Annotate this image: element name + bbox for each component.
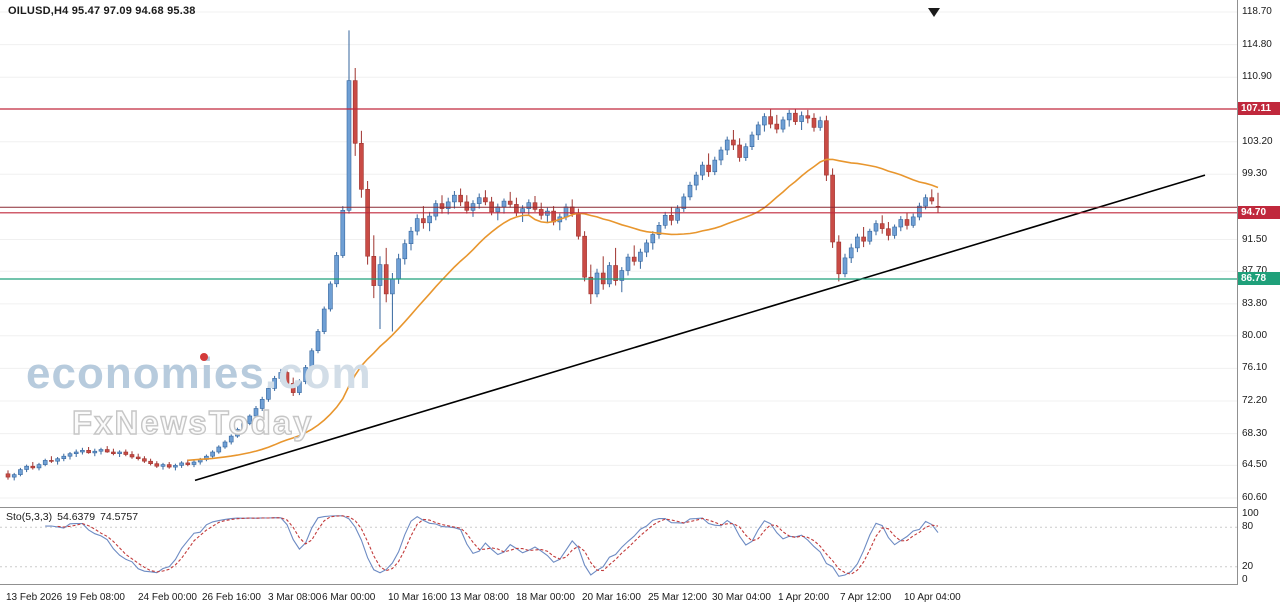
price-level-badge: 107.11 [1238, 101, 1280, 115]
ma-line [187, 158, 939, 462]
price-level-badge: 94.70 [1238, 205, 1280, 219]
time-tick-label: 24 Feb 00:00 [138, 592, 197, 603]
stochastic-scale-label: 100 [1242, 508, 1259, 519]
watermark-brand-line: economies.com [26, 352, 372, 396]
stochastic-scale-label: 20 [1242, 560, 1254, 572]
time-tick-label: 10 Apr 04:00 [904, 592, 961, 603]
price-tick-label: 64.50 [1242, 459, 1268, 471]
stochastic-canvas[interactable] [0, 508, 1237, 586]
time-tick-label: 13 Feb 2026 [6, 592, 63, 603]
time-tick-label: 10 Mar 16:00 [388, 592, 447, 603]
price-tick-label: 80.00 [1242, 329, 1268, 341]
price-tick-label: 68.30 [1242, 427, 1268, 439]
chart-shift-marker-icon[interactable] [928, 8, 940, 17]
watermark-red-dot-icon [200, 353, 208, 361]
watermark-subbrand-text: FxNewsToday [71, 404, 314, 441]
price-tick-label: 110.90 [1242, 71, 1272, 83]
time-tick-label: 7 Apr 12:00 [840, 592, 892, 603]
price-gridlines [0, 11, 1237, 499]
time-tick-label: 25 Mar 12:00 [648, 592, 707, 603]
symbol-ohlc-label: OILUSD,H4 95.47 97.09 94.68 95.38 [8, 5, 196, 17]
time-tick-label: 13 Mar 08:00 [450, 592, 509, 603]
watermark-domain-text: .com [264, 349, 372, 398]
time-tick-label: 26 Feb 16:00 [202, 592, 261, 603]
stochastic-panel[interactable]: Sto(5,3,3) 54.6379 74.5757 [0, 507, 1237, 585]
stochastic-signal-line [57, 515, 939, 575]
price-level-badge: 86.78 [1238, 272, 1280, 285]
price-tick-label: 87.70 [1242, 265, 1268, 277]
time-tick-label: 30 Mar 04:00 [712, 592, 771, 603]
trend-line [194, 174, 1206, 482]
price-tick-label: 72.20 [1242, 394, 1268, 406]
indicator-d-value: 74.5757 [100, 511, 139, 523]
price-tick-label: 76.10 [1242, 362, 1268, 374]
stochastic-scale-label: 80 [1242, 521, 1254, 533]
time-axis[interactable]: 13 Feb 2026 19 Feb 08:00 24 Feb 00:00 26 Fe… [0, 586, 1280, 616]
price-tick-label: 114.80 [1242, 38, 1272, 50]
indicator-name: Sto(5,3,3) [6, 511, 53, 523]
time-tick-label: 6 Mar 00:00 [322, 592, 376, 603]
stochastic-scale-label: 0 [1242, 574, 1248, 585]
indicator-k-value: 54.6379 [57, 511, 96, 523]
price-chart-canvas[interactable] [0, 0, 1237, 506]
price-tick-label: 99.30 [1242, 168, 1268, 180]
price-tick-label: 103.20 [1242, 135, 1273, 147]
time-tick-label: 20 Mar 16:00 [582, 592, 641, 603]
price-chart-panel[interactable]: economies.com FxNewsToday OILUSD,H4 95.4… [0, 0, 1237, 506]
time-tick-label: 18 Mar 00:00 [516, 592, 575, 603]
time-tick-label: 3 Mar 08:00 [268, 592, 322, 603]
indicator-label: Sto(5,3,3) 54.6379 74.5757 [6, 511, 143, 523]
price-tick-label: 83.80 [1242, 297, 1268, 309]
price-tick-label: 118.70 [1242, 6, 1272, 17]
price-axis[interactable]: 118.70 114.80 110.90 103.20 99.30 91.50 87.70 8… [1237, 0, 1280, 585]
time-tick-label: 19 Feb 08:00 [66, 592, 125, 603]
time-tick-label: 1 Apr 20:00 [778, 592, 830, 603]
price-tick-label: 91.50 [1242, 233, 1268, 245]
price-tick-label: 60.60 [1242, 492, 1268, 503]
watermark-brand-text: economies [26, 349, 265, 398]
watermark: economies.com FxNewsToday [26, 352, 372, 441]
